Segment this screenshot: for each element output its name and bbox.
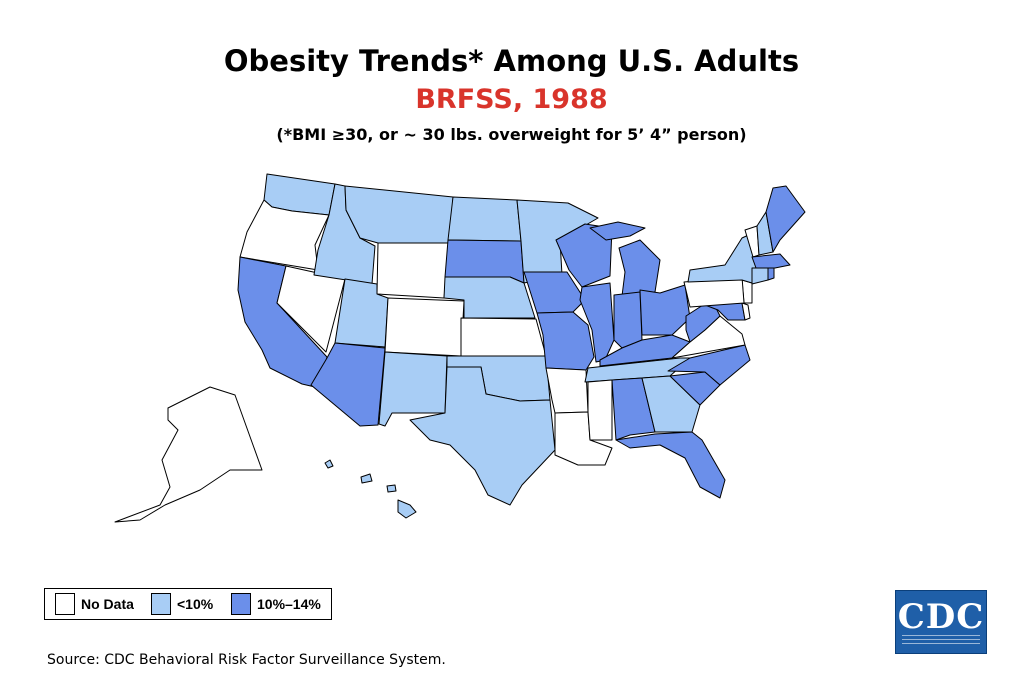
state-ne: [443, 276, 536, 319]
state-ia: [523, 271, 586, 314]
state-ky: [599, 334, 691, 367]
state-nd: [447, 196, 522, 242]
state-hi-island: [324, 459, 334, 469]
state-in: [613, 291, 643, 349]
state-me: [765, 185, 806, 253]
legend-swatch-10-14: [231, 593, 251, 615]
state-hi-island: [360, 473, 373, 484]
state-wi: [555, 223, 613, 288]
state-or: [239, 199, 330, 271]
state-co: [384, 297, 465, 357]
bmi-note: (*BMI ≥30, or ~ 30 lbs. overweight for 5…: [276, 125, 747, 144]
logo-stripe: [902, 643, 980, 644]
state-mo: [536, 311, 595, 371]
state-fl: [615, 431, 726, 499]
state-ms: [587, 379, 613, 441]
state-nc: [667, 344, 751, 386]
legend: No Data <10% 10%–14%: [44, 588, 332, 620]
state-hi: [397, 499, 417, 519]
cdc-logo: CDC: [895, 590, 987, 654]
state-de: [741, 302, 751, 321]
state-ct: [751, 267, 769, 285]
state-wy: [376, 242, 451, 299]
legend-label-10-14: 10%–14%: [257, 596, 321, 612]
state-ak: [114, 386, 263, 523]
state-ma: [751, 253, 791, 269]
state-ar: [545, 367, 589, 414]
map-subtitle: BRFSS, 1988: [415, 84, 608, 115]
state-oh: [639, 284, 691, 336]
cdc-logo-tagline: SAFER·HEALTHIER·PEOPLE™: [902, 648, 980, 654]
map-title: Obesity Trends* Among U.S. Adults: [223, 44, 800, 78]
source-note: Source: CDC Behavioral Risk Factor Surve…: [47, 652, 446, 668]
state-mi: [589, 221, 646, 241]
state-ga: [641, 375, 701, 433]
legend-label-lt10: <10%: [177, 596, 214, 612]
legend-label-no-data: No Data: [81, 596, 134, 612]
state-hi-island: [386, 484, 397, 493]
state-mt: [344, 185, 454, 244]
state-mi: [618, 239, 661, 297]
state-tx: [409, 366, 556, 506]
state-ks: [460, 317, 547, 357]
state-ri: [767, 267, 775, 281]
legend-swatch-no-data: [55, 593, 75, 615]
logo-stripe: [902, 635, 980, 636]
legend-swatch-lt10: [151, 593, 171, 615]
cdc-logo-text: CDC: [897, 597, 985, 637]
logo-stripe: [902, 639, 980, 640]
state-al: [611, 377, 656, 441]
